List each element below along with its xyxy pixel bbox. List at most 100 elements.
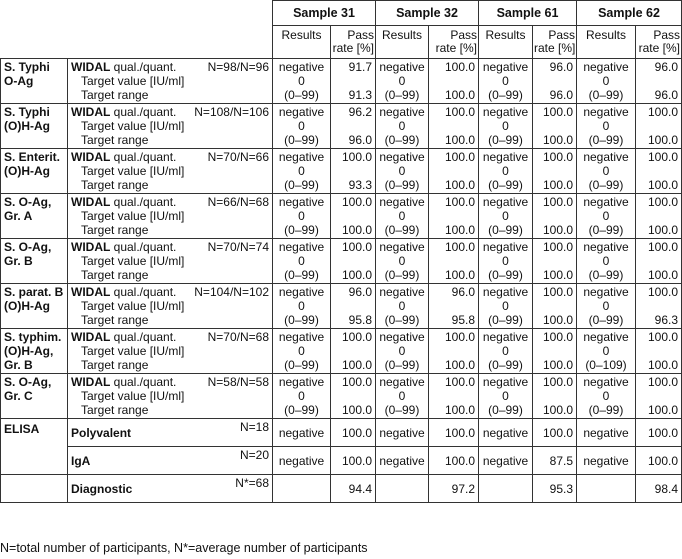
l: 100.0	[639, 268, 678, 282]
target-range-line: Target range	[71, 88, 269, 102]
l: (0–99)	[578, 403, 634, 417]
target-range: (0–99)	[488, 178, 523, 192]
participant-count: N=70/N=74	[207, 240, 269, 254]
l: 100.0	[639, 358, 678, 372]
method-name: IgA	[71, 453, 91, 468]
rate-line: rate [%]	[332, 42, 374, 55]
l: negative	[480, 285, 531, 299]
pass-rate: 100.0	[341, 240, 372, 254]
pass-rate-cell: 100.0 100.0	[330, 328, 376, 374]
method-name: WIDAL	[71, 195, 111, 209]
pass-rate: 100.0	[444, 330, 475, 344]
pass-rate-cell: 100.0	[330, 446, 376, 475]
spacer	[432, 344, 475, 358]
result-cell: negative	[272, 418, 331, 447]
rate-line: rate [%]	[430, 42, 477, 55]
l: negative	[578, 375, 634, 389]
target-range: (0–99)	[284, 88, 319, 102]
l: 100.0	[639, 178, 678, 192]
method-line: WIDAL qual./quant.	[71, 285, 269, 299]
spacer	[334, 119, 372, 133]
target-value-line: Target value [IU/ml]	[71, 299, 269, 313]
l: 100.0	[639, 240, 678, 254]
antigen-name-line: S. O-Ag,	[4, 195, 52, 209]
pass-rate-range: 100.0	[341, 403, 372, 417]
l: 0	[274, 209, 329, 223]
method-name: Polyvalent	[71, 425, 132, 440]
method-cell: WIDAL qual./quant. N=66/N=68 Target value …	[67, 193, 273, 239]
pass-rate: 98.4	[654, 481, 678, 496]
pass-rate-cell: 96.0 95.8	[428, 283, 479, 329]
pass-rate-range: 100.0	[647, 133, 678, 147]
target-range: (0–99)	[588, 313, 624, 327]
antigen-line: (O)H-Ag	[4, 119, 64, 133]
l: (0–99)	[578, 223, 634, 237]
spacer	[536, 299, 573, 313]
pass-rate-cell: 100.0	[532, 418, 577, 447]
target-range: (0–99)	[384, 88, 420, 102]
pass-rate: 100.0	[647, 425, 678, 440]
pass-rate-cell: 100.0 100.0	[532, 238, 577, 284]
result-value: negative	[278, 60, 325, 74]
target-range: (0–99)	[284, 313, 319, 327]
pass-rate-range: 100.0	[542, 268, 573, 282]
target-value-label: Target value [IU/ml]	[81, 254, 185, 268]
target-value: 0	[398, 299, 406, 313]
pass-rate-cell: 100.0	[428, 446, 479, 475]
l: 0	[480, 299, 531, 313]
result-value: negative	[482, 453, 529, 468]
antigen-name: S. parat. B (O)H-Ag	[0, 283, 68, 329]
antigen-name-line: S. O-Ag,	[4, 240, 52, 254]
method-cell: Polyvalent N=18	[67, 418, 273, 447]
antigen-name: S. Enterit. (O)H-Ag	[0, 148, 68, 194]
participant-count: N=20	[239, 448, 269, 462]
spacer	[536, 119, 573, 133]
result-cell: negative	[478, 446, 533, 475]
l: 0	[578, 164, 634, 178]
result-cell: negative	[375, 446, 429, 475]
target-range: (0–99)	[488, 403, 523, 417]
pass-rate-cell: 100.0	[635, 418, 682, 447]
spacer	[432, 119, 475, 133]
l: 100.0	[639, 223, 678, 237]
result-cell: negative 0 (0–99)	[478, 148, 533, 194]
result-value: negative	[482, 375, 529, 389]
target-value-line: Target value [IU/ml]	[71, 164, 269, 178]
target-range: (0–99)	[488, 88, 523, 102]
l: 96.3	[639, 313, 678, 327]
pass-rate-range: 96.3	[654, 313, 678, 327]
result-cell: negative 0 (0–99)	[272, 238, 331, 284]
results-label: Results	[585, 28, 626, 42]
result-value: negative	[583, 375, 629, 389]
spacer	[334, 254, 372, 268]
l: 100.0	[639, 285, 678, 299]
table-row-group: S. parat. B (O)H-Ag WIDAL qual./quant. N=10…	[0, 283, 682, 329]
antigen-name-line: Gr. C	[4, 389, 33, 403]
l: 96.0	[432, 285, 475, 299]
target-value: 0	[298, 299, 305, 313]
l: 100.0	[639, 105, 678, 119]
target-range-line: Target range	[71, 358, 269, 372]
antigen-line: (O)H-Ag,	[4, 344, 64, 358]
pass-rate-range: 100.0	[647, 268, 678, 282]
l: 0	[377, 389, 427, 403]
spacer	[432, 389, 475, 403]
results-header: Results	[272, 25, 331, 59]
method-cell: Diagnostic N*=68	[67, 474, 273, 503]
l: 100.0	[536, 285, 573, 299]
pass-rate-range: 93.3	[348, 178, 372, 192]
pass-rate-range: 100.0	[647, 223, 678, 237]
l: 0	[377, 254, 427, 268]
result-cell	[478, 474, 533, 503]
results-header: Results	[576, 25, 636, 59]
target-value: 0	[298, 254, 305, 268]
l: 100.0	[432, 150, 475, 164]
l: 0	[480, 389, 531, 403]
pass-rate-cell: 100.0 93.3	[330, 148, 376, 194]
pass-rate-range: 100.0	[542, 133, 573, 147]
pass-rate: 87.5	[549, 453, 573, 468]
l: 100.0	[432, 268, 475, 282]
antigen-name-line: O-Ag	[4, 74, 34, 88]
result-value: negative	[379, 453, 425, 468]
pass-rate-cell: 100.0 100.0	[428, 328, 479, 374]
